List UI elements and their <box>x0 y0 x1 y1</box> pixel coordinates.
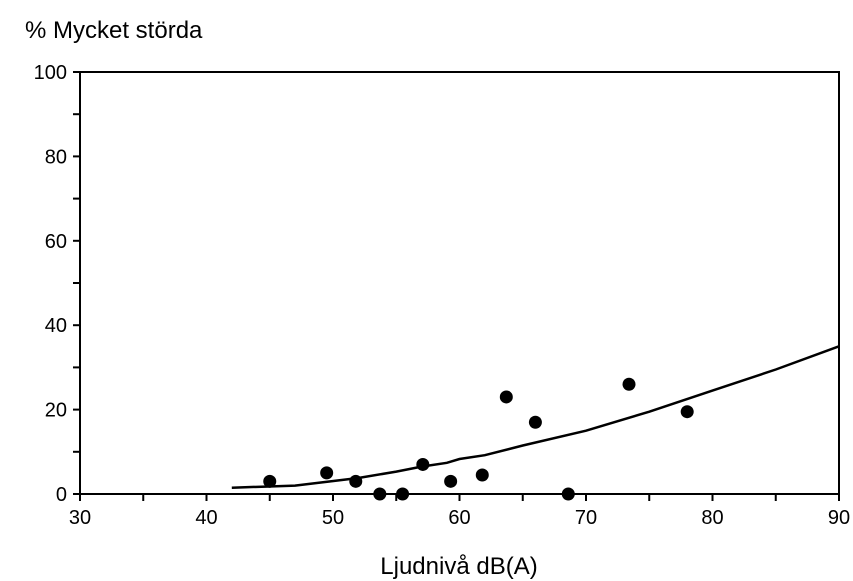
y-axis: 0 20 40 60 80 100 <box>34 62 80 506</box>
x-tick-label: 40 <box>195 507 217 529</box>
data-point <box>475 468 489 482</box>
data-point <box>444 474 458 488</box>
fitted-curve <box>231 345 840 489</box>
x-tick-label: 80 <box>701 507 723 529</box>
x-tick-label: 70 <box>575 507 597 529</box>
x-tick-label: 50 <box>322 507 344 529</box>
x-axis-label: Ljudnivå dB(A) <box>380 553 537 580</box>
x-tick-label: 30 <box>69 507 91 529</box>
y-axis-label: % Mycket störda <box>25 17 203 44</box>
y-tick-label: 0 <box>56 484 67 506</box>
data-point <box>320 466 334 480</box>
data-point <box>680 405 694 419</box>
data-point <box>622 377 636 391</box>
x-axis: 30 40 50 60 70 80 90 <box>69 494 850 529</box>
data-point <box>349 474 363 488</box>
plot-frame <box>79 71 840 495</box>
x-tick-label: 90 <box>828 507 850 529</box>
data-point <box>528 415 542 429</box>
data-point <box>396 487 410 501</box>
curve-line <box>231 345 840 489</box>
data-point <box>416 457 430 471</box>
data-points <box>263 377 694 501</box>
y-tick-label: 20 <box>45 400 67 422</box>
data-point <box>499 390 513 404</box>
y-tick-label: 40 <box>45 315 67 337</box>
y-tick-label: 80 <box>45 146 67 168</box>
y-tick-label: 60 <box>45 231 67 253</box>
y-tick-label: 100 <box>34 62 67 84</box>
data-point <box>263 474 277 488</box>
x-tick-label: 60 <box>448 507 470 529</box>
data-point <box>373 487 387 501</box>
data-point <box>561 487 575 501</box>
